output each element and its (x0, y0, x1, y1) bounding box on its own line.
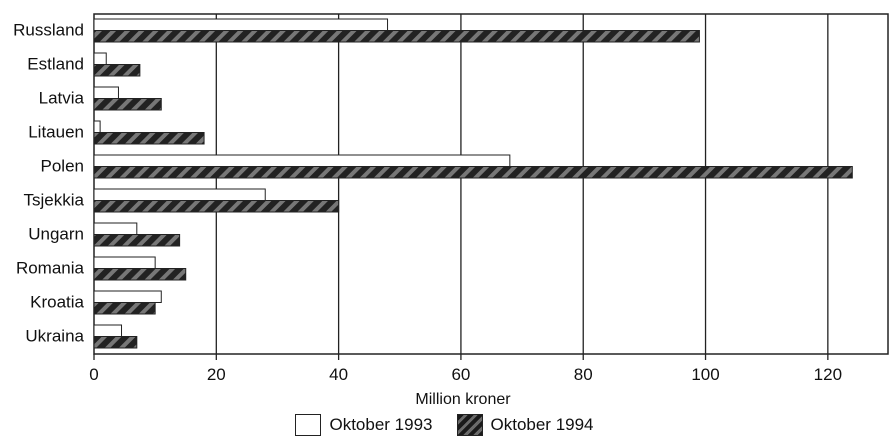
legend-swatch-1994 (456, 414, 483, 436)
bar-oktober-1994 (93, 98, 162, 111)
category-labels: Russland Estland Latvia Litauen Polen Tsjekki… (13, 21, 84, 346)
category-label: Kroatia (30, 293, 84, 312)
legend: Oktober 1993 Oktober 1994 (0, 414, 889, 436)
category-label: Ungarn (28, 225, 84, 244)
bar-oktober-1994 (93, 234, 181, 247)
bar-oktober-1994 (93, 64, 141, 77)
bar-oktober-1994 (93, 200, 340, 213)
x-tick-label: 100 (691, 365, 719, 384)
category-label: Estland (27, 55, 84, 74)
bar-oktober-1993 (93, 188, 266, 201)
category-label: Ukraina (25, 327, 84, 346)
x-tick-label: 60 (451, 365, 470, 384)
legend-item-1994: Oktober 1994 (456, 414, 594, 436)
x-tick-labels: 0 20 40 60 80 100 120 (89, 354, 842, 384)
category-label: Litauen (28, 123, 84, 142)
bar-oktober-1994 (93, 132, 205, 145)
plot-frame (93, 13, 889, 355)
bar-oktober-1994 (93, 166, 853, 179)
legend-swatch-1993 (295, 414, 322, 436)
bar-oktober-1994 (93, 30, 700, 43)
x-tick-label: 40 (329, 365, 348, 384)
x-tick-label: 20 (207, 365, 226, 384)
x-tick-label: 120 (814, 365, 842, 384)
bar-oktober-1993 (93, 18, 389, 31)
bar-oktober-1993 (93, 290, 162, 303)
bar-oktober-1994 (93, 336, 138, 349)
bar-oktober-1993 (93, 52, 107, 65)
bar-oktober-1993 (93, 154, 511, 167)
bar-oktober-1993 (93, 256, 156, 269)
legend-item-1993: Oktober 1993 (295, 414, 433, 436)
bar-oktober-1993 (93, 324, 123, 337)
bar-oktober-1993 (93, 120, 101, 133)
bar-oktober-1993 (93, 222, 138, 235)
category-label: Tsjekkia (24, 191, 85, 210)
category-label: Russland (13, 21, 84, 40)
bars (93, 18, 853, 349)
legend-label-1993: Oktober 1993 (329, 415, 433, 434)
bar-oktober-1993 (93, 86, 119, 99)
gridlines (93, 13, 889, 355)
x-axis-title: Million kroner (415, 391, 511, 408)
category-label: Polen (41, 157, 84, 176)
bar-oktober-1994 (93, 302, 156, 315)
legend-label-1994: Oktober 1994 (490, 415, 594, 434)
bar-oktober-1994 (93, 268, 187, 281)
x-tick-label: 0 (89, 365, 98, 384)
category-label: Romania (16, 259, 85, 278)
category-label: Latvia (39, 89, 85, 108)
x-tick-label: 80 (574, 365, 593, 384)
